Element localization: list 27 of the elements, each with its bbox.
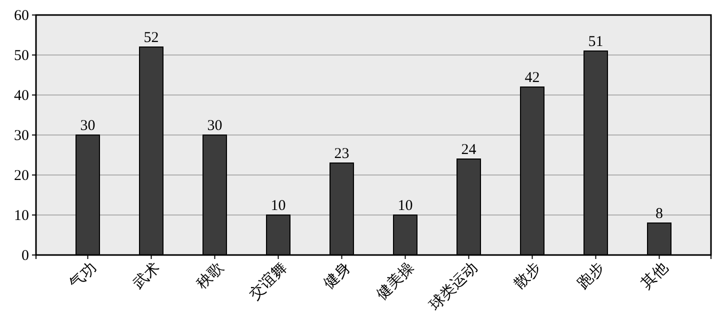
y-tick-label: 0 [22, 248, 29, 264]
data-label: 52 [144, 30, 159, 46]
y-tick-label: 50 [14, 48, 29, 64]
data-label: 10 [270, 198, 286, 214]
x-tick-label: 散步 [511, 259, 544, 292]
x-tick-label: 气功 [66, 259, 100, 292]
y-tick-label: 30 [14, 128, 29, 144]
x-tick-label: 健美操 [373, 259, 418, 304]
data-label: 42 [524, 70, 540, 86]
x-tick-label: 武术 [130, 259, 164, 292]
y-tick-label: 60 [14, 8, 29, 24]
data-label: 30 [207, 118, 222, 134]
data-label: 30 [80, 118, 96, 134]
y-tick-label: 40 [14, 88, 29, 104]
x-tick-label: 交谊舞 [246, 259, 290, 304]
x-tick-label: 秧歌 [194, 259, 227, 292]
x-tick-label: 球类运动 [426, 259, 481, 314]
data-label: 24 [461, 142, 477, 158]
data-label: 23 [334, 146, 350, 162]
y-tick-label: 20 [14, 168, 29, 184]
data-label: 10 [398, 198, 413, 214]
x-tick-label: 跑步 [574, 259, 608, 292]
x-tick-label: 健身 [320, 259, 354, 292]
data-label: 51 [588, 34, 604, 50]
data-label: 8 [656, 206, 663, 222]
y-tick-label: 10 [14, 208, 29, 224]
x-tick-label: 其他 [638, 259, 672, 292]
